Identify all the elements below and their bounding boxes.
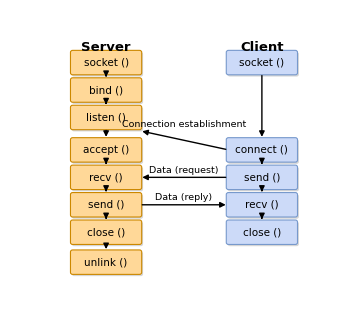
Text: send (): send () bbox=[244, 172, 280, 182]
FancyBboxPatch shape bbox=[228, 222, 299, 246]
FancyBboxPatch shape bbox=[72, 222, 143, 246]
Text: recv (): recv () bbox=[245, 200, 279, 210]
FancyBboxPatch shape bbox=[70, 78, 142, 102]
FancyBboxPatch shape bbox=[70, 192, 142, 217]
FancyBboxPatch shape bbox=[228, 52, 299, 76]
FancyBboxPatch shape bbox=[70, 138, 142, 162]
Text: close (): close () bbox=[87, 227, 125, 237]
FancyBboxPatch shape bbox=[70, 250, 142, 274]
Text: listen (): listen () bbox=[86, 112, 126, 122]
Text: unlink (): unlink () bbox=[84, 257, 128, 267]
Text: socket (): socket () bbox=[239, 58, 284, 68]
FancyBboxPatch shape bbox=[72, 107, 143, 132]
FancyBboxPatch shape bbox=[226, 220, 298, 244]
FancyBboxPatch shape bbox=[72, 80, 143, 104]
Text: Server: Server bbox=[81, 41, 131, 54]
FancyBboxPatch shape bbox=[226, 50, 298, 75]
FancyBboxPatch shape bbox=[226, 192, 298, 217]
Text: close (): close () bbox=[243, 227, 281, 237]
FancyBboxPatch shape bbox=[70, 105, 142, 130]
FancyBboxPatch shape bbox=[72, 52, 143, 76]
FancyBboxPatch shape bbox=[72, 167, 143, 191]
FancyBboxPatch shape bbox=[226, 165, 298, 190]
Text: Data (reply): Data (reply) bbox=[155, 193, 213, 202]
FancyBboxPatch shape bbox=[228, 194, 299, 219]
FancyBboxPatch shape bbox=[70, 50, 142, 75]
Text: recv (): recv () bbox=[89, 172, 123, 182]
FancyBboxPatch shape bbox=[72, 139, 143, 164]
FancyBboxPatch shape bbox=[228, 139, 299, 164]
FancyBboxPatch shape bbox=[226, 138, 298, 162]
Text: Connection establishment: Connection establishment bbox=[122, 121, 246, 130]
Text: send (): send () bbox=[88, 200, 124, 210]
Text: connect (): connect () bbox=[236, 145, 288, 155]
FancyBboxPatch shape bbox=[70, 165, 142, 190]
Text: Client: Client bbox=[240, 41, 284, 54]
Text: accept (): accept () bbox=[83, 145, 129, 155]
FancyBboxPatch shape bbox=[228, 167, 299, 191]
FancyBboxPatch shape bbox=[72, 252, 143, 276]
Text: bind (): bind () bbox=[89, 85, 123, 95]
FancyBboxPatch shape bbox=[72, 194, 143, 219]
Text: socket (): socket () bbox=[84, 58, 129, 68]
Text: Data (request): Data (request) bbox=[149, 166, 219, 175]
FancyBboxPatch shape bbox=[70, 220, 142, 244]
